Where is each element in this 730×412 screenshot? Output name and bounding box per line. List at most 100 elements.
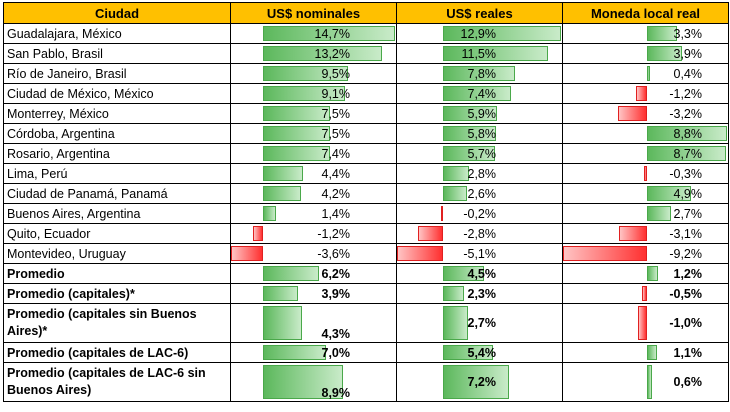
real-bar bbox=[417, 226, 444, 241]
local-value: -1,0% bbox=[669, 316, 702, 330]
table-body: Guadalajara, México 14,7% 12,9% 3,3% San Pab… bbox=[3, 23, 729, 402]
nominal-cell: -3,6% bbox=[230, 243, 397, 264]
header-city: Ciudad bbox=[3, 2, 231, 24]
city-cell: Río de Janeiro, Brasil bbox=[3, 63, 231, 84]
real-value: -5,1% bbox=[463, 246, 496, 261]
real-value: 5,7% bbox=[467, 146, 497, 161]
real-cell: -2,8% bbox=[396, 223, 563, 244]
local-cell: -0,5% bbox=[562, 283, 729, 304]
nominal-cell: 1,4% bbox=[230, 203, 397, 224]
table-row: Lima, Perú 4,4% 2,8% -0,3% bbox=[3, 163, 729, 184]
local-cell: 2,7% bbox=[562, 203, 729, 224]
real-value: 5,4% bbox=[467, 345, 497, 360]
nominal-cell: 9,1% bbox=[230, 83, 397, 104]
local-cell: 4,9% bbox=[562, 183, 729, 204]
nominal-value: 1,4% bbox=[321, 206, 351, 221]
local-cell: -1,2% bbox=[562, 83, 729, 104]
real-bar bbox=[443, 266, 485, 281]
table-row: Montevideo, Uruguay -3,6% -5,1% -9,2% bbox=[3, 243, 729, 264]
local-cell: -3,1% bbox=[562, 223, 729, 244]
real-bar bbox=[443, 26, 561, 41]
local-value: 8,8% bbox=[673, 126, 703, 141]
city-cell: Montevideo, Uruguay bbox=[3, 243, 231, 264]
local-cell: 8,7% bbox=[562, 143, 729, 164]
local-bar bbox=[618, 226, 647, 241]
table-row: Monterrey, México 7,5% 5,9% -3,2% bbox=[3, 103, 729, 124]
local-value: -3,1% bbox=[669, 226, 702, 241]
real-value: 2,8% bbox=[467, 166, 497, 181]
city-cell: Rosario, Argentina bbox=[3, 143, 231, 164]
local-bar bbox=[644, 166, 647, 181]
nominal-value: 3,9% bbox=[321, 286, 351, 301]
local-bar bbox=[617, 106, 647, 121]
data-table: Ciudad US$ nominales US$ reales Moneda l… bbox=[3, 2, 729, 402]
real-cell: 2,8% bbox=[396, 163, 563, 184]
nominal-cell: 6,2% bbox=[230, 263, 397, 284]
real-bar bbox=[443, 126, 497, 141]
real-cell: 5,4% bbox=[396, 342, 563, 363]
nominal-cell: 13,2% bbox=[230, 43, 397, 64]
local-value: 1,1% bbox=[673, 345, 703, 360]
nominal-bar bbox=[263, 66, 349, 81]
nominal-bar bbox=[263, 126, 331, 141]
local-cell: -9,2% bbox=[562, 243, 729, 264]
real-cell: 2,3% bbox=[396, 283, 563, 304]
city-cell: Lima, Perú bbox=[3, 163, 231, 184]
nominal-value: -3,6% bbox=[317, 246, 350, 261]
local-value: -0,3% bbox=[669, 166, 702, 181]
header-row: Ciudad US$ nominales US$ reales Moneda l… bbox=[3, 2, 729, 24]
real-value: 7,4% bbox=[467, 86, 497, 101]
real-bar bbox=[443, 66, 515, 81]
real-cell: -0,2% bbox=[396, 203, 563, 224]
table-row: Promedio (capitales de LAC-6) 7,0% 5,4% 1,1… bbox=[3, 342, 729, 363]
nominal-bar bbox=[263, 365, 343, 399]
real-bar bbox=[443, 146, 496, 161]
table-row: Quito, Ecuador -1,2% -2,8% -3,1% bbox=[3, 223, 729, 244]
nominal-cell: 3,9% bbox=[230, 283, 397, 304]
nominal-bar bbox=[231, 246, 264, 261]
local-bar bbox=[646, 186, 692, 201]
header-local: Moneda local real bbox=[562, 2, 729, 24]
real-cell: 5,9% bbox=[396, 103, 563, 124]
local-bar bbox=[646, 66, 651, 81]
nominal-bar bbox=[263, 166, 303, 181]
table-row: Ciudad de México, México 9,1% 7,4% -1,2% bbox=[3, 83, 729, 104]
table-row: San Pablo, Brasil 13,2% 11,5% 3,9% bbox=[3, 43, 729, 64]
city-cell: Ciudad de Panamá, Panamá bbox=[3, 183, 231, 204]
nominal-value: 4,2% bbox=[321, 186, 351, 201]
real-bar bbox=[443, 186, 468, 201]
real-value: 2,3% bbox=[467, 286, 497, 301]
nominal-value: 4,3% bbox=[321, 327, 351, 341]
local-bar bbox=[642, 286, 647, 301]
local-value: 4,9% bbox=[673, 186, 703, 201]
header-nominal: US$ nominales bbox=[230, 2, 397, 24]
nominal-bar bbox=[263, 345, 326, 360]
nominal-value: 13,2% bbox=[314, 46, 350, 61]
real-value: 5,8% bbox=[467, 126, 497, 141]
real-cell: 12,9% bbox=[396, 23, 563, 44]
real-value: 7,8% bbox=[467, 66, 497, 81]
local-bar bbox=[646, 266, 658, 281]
nominal-bar bbox=[263, 186, 301, 201]
real-bar bbox=[443, 46, 549, 61]
nominal-bar bbox=[263, 26, 395, 41]
nominal-value: 7,5% bbox=[321, 106, 351, 121]
nominal-cell: 8,9% bbox=[230, 362, 397, 402]
local-value: -3,2% bbox=[669, 106, 702, 121]
nominal-bar bbox=[263, 206, 276, 221]
nominal-cell: 9,5% bbox=[230, 63, 397, 84]
local-cell: -3,2% bbox=[562, 103, 729, 124]
nominal-bar bbox=[263, 306, 302, 340]
nominal-bar bbox=[263, 46, 382, 61]
city-cell: San Pablo, Brasil bbox=[3, 43, 231, 64]
nominal-bar bbox=[263, 286, 299, 301]
nominal-value: 9,1% bbox=[321, 86, 351, 101]
table-row: Río de Janeiro, Brasil 9,5% 7,8% 0,4% bbox=[3, 63, 729, 84]
nominal-value: 4,4% bbox=[321, 166, 351, 181]
city-cell: Promedio (capitales de LAC-6 sin Buenos … bbox=[3, 362, 231, 402]
city-cell: Promedio (capitales de LAC-6) bbox=[3, 342, 231, 363]
city-cell: Córdoba, Argentina bbox=[3, 123, 231, 144]
local-bar bbox=[646, 206, 672, 221]
nominal-bar bbox=[252, 226, 264, 241]
nominal-value: 7,4% bbox=[321, 146, 351, 161]
